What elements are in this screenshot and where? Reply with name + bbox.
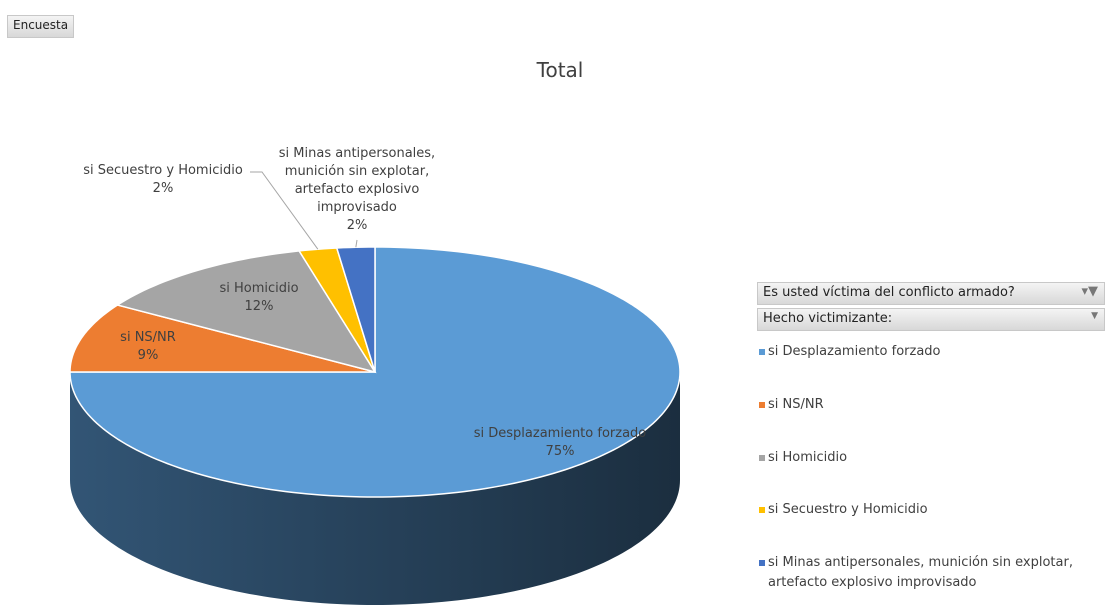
report-filter-button[interactable]: Encuesta: [7, 15, 75, 38]
legend-swatch: [759, 455, 765, 461]
legend-label: si NS/NR: [768, 397, 824, 412]
legend-item: si Minas antipersonales, munición sin ex…: [759, 553, 1107, 593]
data-label-category: si Homicidio: [219, 281, 299, 296]
data-label: si Secuestro y Homicidio 2%: [83, 162, 243, 198]
chart-title: Total: [536, 58, 584, 82]
data-label: si Minas antipersonales, munición sin ex…: [270, 145, 445, 235]
slice: [335, 246, 376, 373]
leader-line: [250, 171, 319, 250]
data-label-category: si NS/NR: [120, 330, 176, 345]
leader-line: [355, 239, 358, 248]
legend-swatch: [759, 349, 765, 355]
field-button[interactable]: Es usted víctima del conflicto armado? ▾▼: [757, 282, 1105, 305]
legend-swatch: [759, 402, 765, 408]
data-label-value: 2%: [152, 181, 174, 196]
data-label-value: 75%: [545, 444, 575, 459]
data-label-value: 2%: [346, 218, 368, 233]
data-label: si Homicidio 12%: [219, 280, 298, 316]
data-label: si NS/NR 9%: [120, 329, 176, 365]
legend-item: si Secuestro y Homicidio: [759, 500, 1107, 520]
legend-label: si Homicidio: [768, 450, 848, 465]
slice: [69, 304, 376, 373]
legend-item: si Homicidio: [759, 448, 1107, 468]
legend-item: si NS/NR: [759, 395, 1107, 415]
data-label-category: si Desplazamiento forzado: [473, 426, 647, 441]
legend-label: si Desplazamiento forzado: [768, 344, 941, 359]
field-button-label: Es usted víctima del conflicto armado?: [763, 285, 1015, 300]
data-label-value: 12%: [244, 299, 274, 314]
slice: [297, 247, 376, 373]
field-button-label: Hecho victimizante:: [763, 311, 893, 326]
legend-swatch: [759, 560, 765, 566]
data-label-category: si Minas antipersonales, munición sin ex…: [278, 146, 436, 215]
data-label-category: si Secuestro y Homicidio: [83, 163, 243, 178]
legend-label: si Secuestro y Homicidio: [768, 502, 928, 517]
dropdown-icon: ▼: [1091, 311, 1098, 321]
data-label: si Desplazamiento forzado 75%: [474, 425, 647, 461]
filter-icon: ▾▼: [1081, 284, 1098, 299]
slice-side: [70, 372, 680, 605]
data-label-value: 9%: [137, 348, 159, 363]
legend-item: si Desplazamiento forzado: [759, 342, 1107, 362]
slice: [115, 250, 377, 374]
legend-swatch: [759, 507, 765, 513]
field-button[interactable]: Hecho victimizante: ▼: [757, 308, 1105, 331]
legend-label: si Minas antipersonales, munición sin ex…: [768, 555, 1073, 590]
